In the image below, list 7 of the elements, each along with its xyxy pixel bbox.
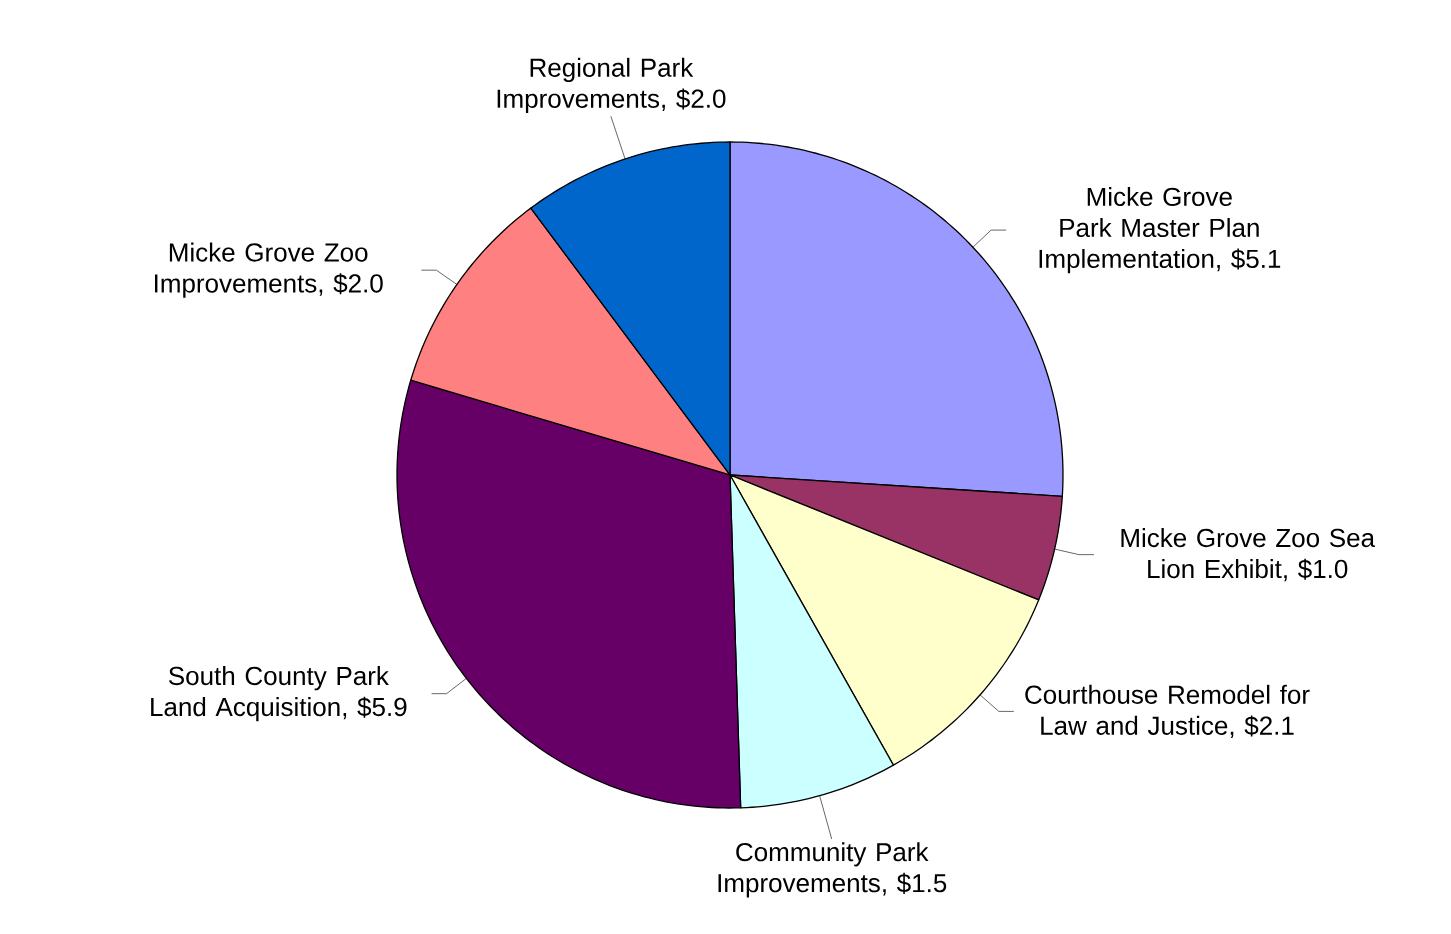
- slice-label: Community Park Improvements, $1.5: [718, 842, 947, 898]
- slice-label: Micke Grove Zoo Sea Lion Exhibit, $1.0: [1121, 528, 1376, 582]
- slice-label: Regional Park Improvements, $2.0: [497, 57, 726, 114]
- slice-label: Courthouse Remodel for Law and Justice, $2.1: [1025, 684, 1310, 738]
- slice-label: South County Park Land Acquisition, $5.9: [151, 666, 407, 722]
- slice-label: Micke Grove Park Master Plan Implementation, $5.1: [1039, 186, 1281, 274]
- legend-label: Micke Grove Zoo Improvements, $2.0: [154, 242, 383, 298]
